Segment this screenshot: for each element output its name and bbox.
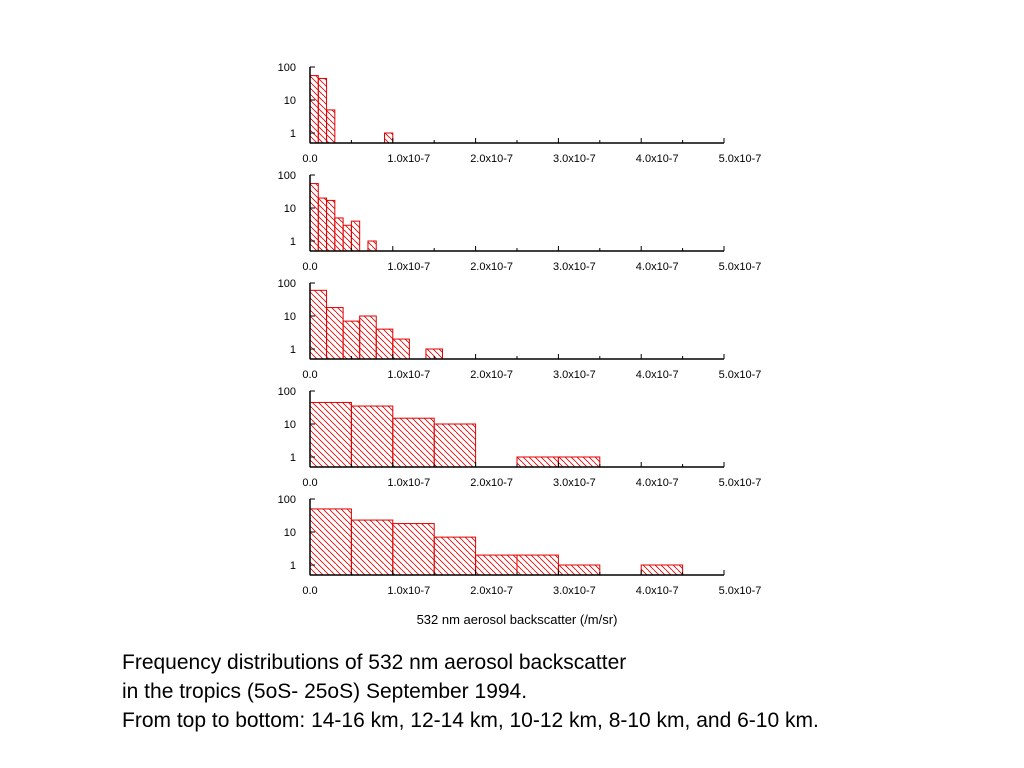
bar-1-4 — [385, 133, 393, 143]
x-tick-label-1-2: 1.0x10-7 — [387, 153, 430, 165]
bar-5-3 — [393, 524, 434, 575]
x-tick-label-5-1: 0.0 — [302, 585, 317, 597]
bar-5-4 — [434, 537, 475, 575]
x-tick-label-4-6: 5.0x10-7 — [719, 477, 762, 489]
y-tick-label-5-2: 10 — [284, 527, 296, 539]
bar-2-7 — [368, 241, 376, 251]
bar-4-4 — [434, 424, 475, 467]
bar-3-3 — [343, 321, 360, 359]
y-tick-label-2-3: 1 — [290, 236, 296, 248]
x-tick-label-2-4: 3.0x10-7 — [553, 261, 596, 273]
y-tick-label-3-3: 1 — [290, 344, 296, 356]
x-tick-label-3-6: 5.0x10-7 — [719, 369, 762, 381]
x-tick-label-2-3: 2.0x10-7 — [470, 261, 513, 273]
y-tick-label-1-1: 100 — [278, 62, 296, 74]
x-tick-label-1-1: 0.0 — [302, 153, 317, 165]
y-tick-label-4-1: 100 — [278, 386, 296, 398]
y-tick-label-3-2: 10 — [284, 311, 296, 323]
bar-4-1 — [310, 402, 351, 467]
x-tick-label-2-5: 4.0x10-7 — [636, 261, 679, 273]
x-tick-label-4-5: 4.0x10-7 — [636, 477, 679, 489]
y-tick-label-4-3: 1 — [290, 452, 296, 464]
bar-3-4 — [360, 316, 377, 359]
x-tick-label-4-4: 3.0x10-7 — [553, 477, 596, 489]
x-tick-label-4-2: 1.0x10-7 — [387, 477, 430, 489]
y-tick-label-5-3: 1 — [290, 560, 296, 572]
x-tick-label-5-2: 1.0x10-7 — [387, 585, 430, 597]
x-tick-label-3-3: 2.0x10-7 — [470, 369, 513, 381]
bar-2-2 — [318, 198, 326, 251]
bar-2-5 — [343, 225, 351, 251]
bar-4-5 — [517, 457, 558, 467]
bar-5-1 — [310, 509, 351, 575]
x-tick-label-2-2: 1.0x10-7 — [387, 261, 430, 273]
caption-line-2: in the tropics (5oS- 25oS) September 199… — [122, 677, 819, 706]
histogram-stack: 0.0 1.0x10-7 2.0x10-7 3.0x10-7 4.0x10-7 5.0x1… — [0, 0, 1024, 640]
y-tick-label-1-3: 1 — [290, 128, 296, 140]
y-tick-label-3-1: 100 — [278, 278, 296, 290]
x-tick-label-5-3: 2.0x10-7 — [470, 585, 513, 597]
x-tick-label-3-2: 1.0x10-7 — [387, 369, 430, 381]
x-tick-label-4-3: 2.0x10-7 — [470, 477, 513, 489]
bar-5-7 — [558, 565, 599, 575]
y-tick-label-2-1: 100 — [278, 170, 296, 182]
bar-1-3 — [327, 110, 335, 143]
bar-4-2 — [351, 406, 392, 467]
y-tick-label-2-2: 10 — [284, 203, 296, 215]
bar-3-6 — [393, 339, 410, 359]
x-tick-label-2-6: 5.0x10-7 — [719, 261, 762, 273]
x-tick-label-3-5: 4.0x10-7 — [636, 369, 679, 381]
bar-5-2 — [351, 520, 392, 575]
x-tick-label-5-6: 5.0x10-7 — [719, 585, 762, 597]
bar-4-3 — [393, 418, 434, 467]
bar-4-6 — [558, 457, 599, 467]
caption-line-3: From top to bottom: 14-16 km, 12-14 km, … — [122, 706, 819, 735]
x-tick-label-2-1: 0.0 — [302, 261, 317, 273]
x-tick-label-5-4: 3.0x10-7 — [553, 585, 596, 597]
bar-5-5 — [476, 555, 517, 575]
bar-2-3 — [327, 200, 335, 251]
bar-3-5 — [376, 329, 393, 359]
bar-2-6 — [351, 221, 359, 251]
bar-2-4 — [335, 218, 343, 251]
x-axis-title: 532 nm aerosol backscatter (/m/sr) — [417, 612, 618, 627]
bar-1-2 — [318, 78, 326, 143]
y-tick-label-4-2: 10 — [284, 419, 296, 431]
bar-5-6 — [517, 555, 558, 575]
caption-line-1: Frequency distributions of 532 nm aeroso… — [122, 648, 819, 677]
bar-5-8 — [641, 565, 682, 575]
x-tick-label-1-3: 2.0x10-7 — [470, 153, 513, 165]
x-tick-label-1-4: 3.0x10-7 — [553, 153, 596, 165]
x-tick-label-1-6: 5.0x10-7 — [719, 153, 762, 165]
y-tick-label-5-1: 100 — [278, 494, 296, 506]
bar-3-2 — [327, 308, 344, 359]
x-tick-label-5-5: 4.0x10-7 — [636, 585, 679, 597]
y-tick-label-1-2: 10 — [284, 95, 296, 107]
x-tick-label-3-1: 0.0 — [302, 369, 317, 381]
x-tick-label-3-4: 3.0x10-7 — [553, 369, 596, 381]
x-tick-label-4-1: 0.0 — [302, 477, 317, 489]
figure-caption: Frequency distributions of 532 nm aeroso… — [122, 648, 819, 735]
x-tick-label-1-5: 4.0x10-7 — [636, 153, 679, 165]
